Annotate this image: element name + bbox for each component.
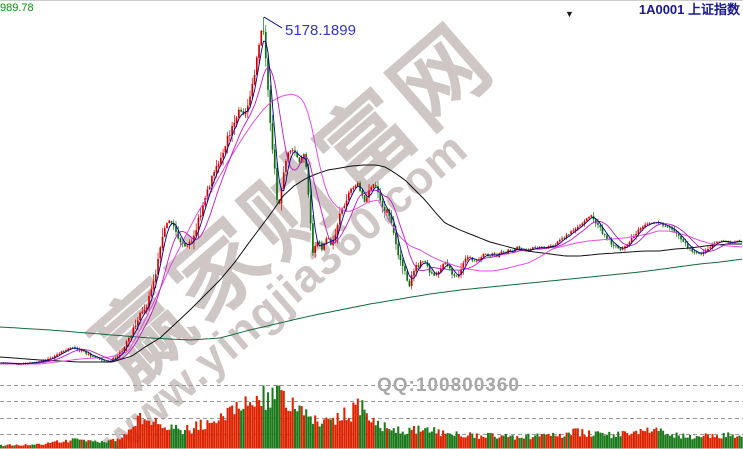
peak-price-annotation: 5178.1899 — [285, 22, 356, 39]
candle-bodies — [0, 30, 743, 365]
top-border-line — [0, 0, 743, 1]
qq-contact-watermark: QQ:100800360 — [377, 375, 520, 396]
ma-long-green-line — [0, 258, 743, 341]
peak-annotation-pointer — [263, 16, 283, 29]
price-scale-label: 989.78 — [0, 2, 34, 14]
ma-fast-magenta-line — [0, 66, 742, 364]
ma-slow-black-line — [0, 164, 742, 363]
symbol-title: 1A0001 上证指数 — [638, 2, 740, 17]
ma-close-navy-line — [0, 40, 742, 365]
ma-mid-magenta-line — [0, 93, 743, 365]
volume-bars — [0, 385, 743, 449]
chevron-down-icon[interactable]: ▼ — [565, 9, 574, 19]
